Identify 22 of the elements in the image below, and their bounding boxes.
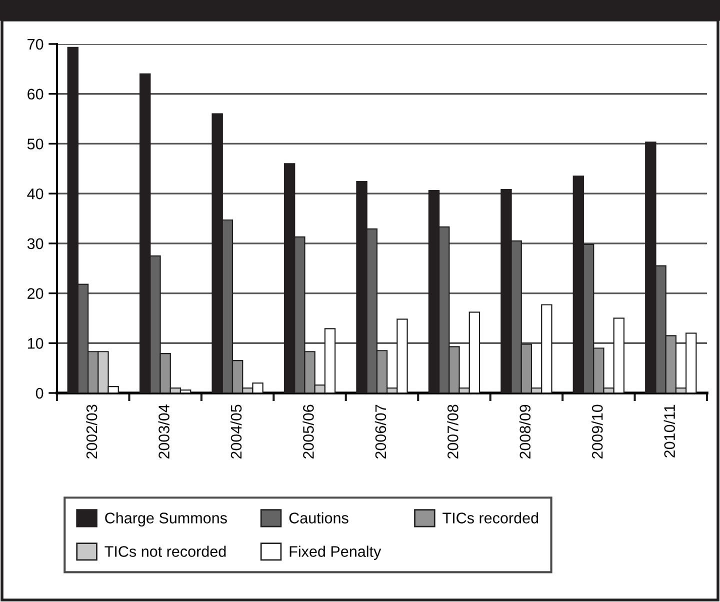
- x-tick-label: 2008/09: [519, 404, 531, 459]
- x-tick-label: 2002/03: [86, 404, 98, 459]
- y-tick-label: 0: [36, 388, 44, 399]
- x-tick-label: 2005/06: [302, 404, 314, 459]
- y-tick-label: 20: [28, 288, 44, 299]
- legend-label: Charge Summons: [105, 512, 227, 526]
- legend-label: TICs recorded: [442, 512, 538, 524]
- x-tick-label: 2007/08: [447, 404, 458, 459]
- x-tick-label: 2009/10: [592, 404, 603, 459]
- legend-label: TICs not recorded: [104, 546, 226, 557]
- legend-label: Fixed Penalty: [290, 546, 382, 560]
- y-tick-label: 70: [28, 38, 44, 50]
- y-tick-label: 50: [27, 138, 44, 150]
- x-tick-label: 2003/04: [158, 404, 170, 459]
- x-tick-label: 2010/11: [664, 404, 675, 458]
- x-tick-label: 2006/07: [374, 404, 386, 459]
- legend-label: Cautions: [289, 512, 348, 524]
- y-tick-label: 40: [27, 188, 44, 200]
- y-tick-label: 10: [28, 338, 44, 349]
- y-tick-label: 60: [28, 88, 44, 100]
- y-tick-label: 30: [27, 238, 44, 250]
- x-tick-label: 2004/05: [230, 404, 242, 459]
